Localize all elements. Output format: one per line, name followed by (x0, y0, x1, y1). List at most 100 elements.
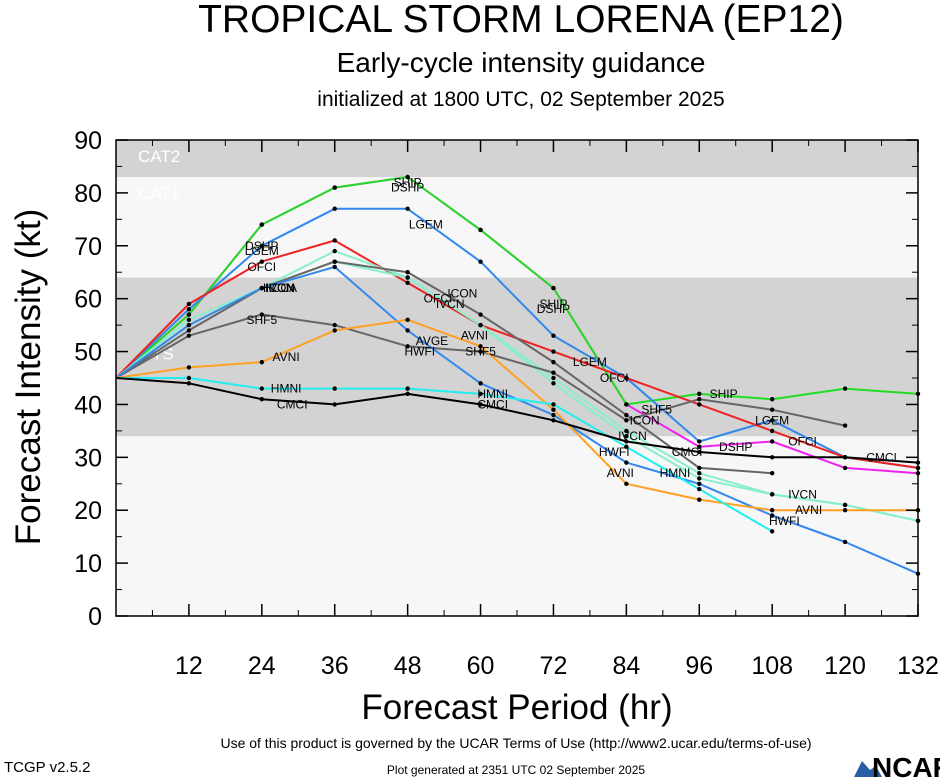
series-label-layer: DSHPDSHPDSHPDSHPSHIPSHIPSHIPLGEMLGEMLGEM… (245, 175, 897, 527)
series-label-ivcn: IVCN (436, 297, 465, 311)
series-label-avni: AVNI (461, 329, 488, 343)
series-label-ofci: OFCI (247, 260, 276, 274)
point-hwfi (624, 460, 629, 465)
point-icon (624, 412, 629, 418)
point-icon (332, 259, 337, 264)
series-label-shf5: SHF5 (465, 345, 496, 359)
point-dshp (697, 444, 702, 449)
point-ofci (405, 280, 410, 285)
series-label-avni: AVNI (795, 503, 822, 517)
point-avni (332, 328, 337, 333)
point-hwfi (186, 322, 192, 328)
point-icon (697, 465, 702, 471)
y-tick-label: 10 (74, 550, 102, 578)
series-label-hwfi: HWFI (404, 345, 435, 359)
series-label-hwfi: HWFI (599, 445, 630, 459)
point-hwfi (551, 412, 556, 418)
point-ofci (332, 238, 337, 243)
series-label-avni: AVNI (607, 466, 634, 480)
point-hwfi (259, 285, 265, 291)
series-line-cmci (115, 377, 919, 464)
point-cmci (332, 402, 337, 407)
chart-title: TROPICAL STORM LORENA (EP12) (198, 0, 844, 41)
plot-generated: Plot generated at 2351 UTC 02 September … (387, 763, 645, 777)
y-tick-label: 60 (74, 286, 102, 314)
point-shf5 (405, 344, 410, 349)
band-label-cat1: CAT1 (138, 184, 180, 203)
x-tick-label: 120 (824, 652, 866, 680)
point-ivcn (478, 322, 483, 328)
point-ivcn (624, 433, 629, 439)
point-hmni (769, 529, 775, 534)
y-tick-label: 50 (74, 339, 102, 367)
x-tick-label: 108 (751, 652, 793, 680)
x-tick-label: 132 (897, 652, 939, 680)
x-axis-label: Forecast Period (hr) (361, 688, 672, 727)
series-line-ship (115, 176, 919, 406)
series-label-cmci: CMCI (672, 445, 703, 459)
series-label-shf5: SHF5 (641, 403, 672, 417)
point-shf5 (478, 349, 483, 354)
point-ofci (624, 375, 629, 381)
x-tick-label: 72 (540, 652, 568, 680)
series-label-ivcn: IVCN (266, 281, 295, 295)
point-dshp (769, 439, 775, 444)
x-tick-label: 84 (612, 652, 640, 680)
point-cmci (186, 381, 192, 386)
series-label-icon: ICON (630, 413, 660, 427)
series-label-ivcn: IVCN (618, 429, 647, 443)
point-shf5 (769, 407, 775, 412)
point-icon (405, 270, 410, 275)
point-lgem (478, 259, 483, 264)
point-icon (769, 471, 775, 476)
point-shf5 (332, 322, 337, 328)
point-avni (186, 365, 192, 370)
point-lgem (259, 243, 265, 248)
point-ivcn (405, 275, 410, 280)
series-line-lgem (115, 207, 919, 469)
y-tick-label: 40 (74, 391, 102, 419)
point-ship (405, 174, 410, 180)
y-axis-label: Forecast Intensity (kt) (9, 209, 48, 545)
series-label-hcca: HCCA (263, 281, 297, 295)
y-tick-label: 30 (74, 444, 102, 472)
series-label-lgem: LGEM (573, 355, 607, 369)
x-tick-label: 12 (175, 652, 203, 680)
point-avni (259, 359, 265, 365)
point-shf5 (259, 312, 265, 317)
point-hcca (551, 375, 556, 381)
series-line-avni (115, 318, 918, 512)
series-label-ship: SHIP (710, 387, 738, 401)
point-ship (259, 222, 265, 227)
series-label-hmni: HMNI (271, 382, 302, 396)
point-cmci (478, 402, 483, 407)
point-hmni (332, 386, 337, 391)
point-ship (186, 312, 192, 317)
series-line-icon (115, 260, 773, 475)
series-label-ofci: OFCI (788, 434, 817, 448)
point-shf5 (186, 333, 192, 338)
init-time: initialized at 1800 UTC, 02 September 20… (317, 88, 724, 111)
point-hcca (624, 428, 629, 434)
series-label-lgem: LGEM (755, 413, 789, 427)
point-ivcn (697, 476, 702, 481)
series-label-ofci: OFCI (600, 371, 629, 385)
point-icon (551, 359, 556, 365)
y-tick-label: 70 (74, 233, 102, 261)
y-tick-label: 90 (74, 127, 102, 155)
point-cmci (405, 391, 410, 397)
band-ts (116, 277, 918, 437)
point-ship (842, 386, 848, 391)
series-label-hmni: HMNI (477, 387, 508, 401)
point-hmni (478, 391, 483, 397)
point-ship (332, 185, 337, 190)
y-tick-label: 20 (74, 497, 102, 525)
ncar-logo-mark (854, 761, 882, 777)
point-hmni (551, 402, 556, 407)
series-label-hcca: AVGE (416, 334, 448, 348)
band-cat1 (116, 177, 918, 278)
point-avni (697, 497, 702, 502)
point-lgem (186, 307, 192, 312)
point-shf5 (697, 396, 702, 402)
